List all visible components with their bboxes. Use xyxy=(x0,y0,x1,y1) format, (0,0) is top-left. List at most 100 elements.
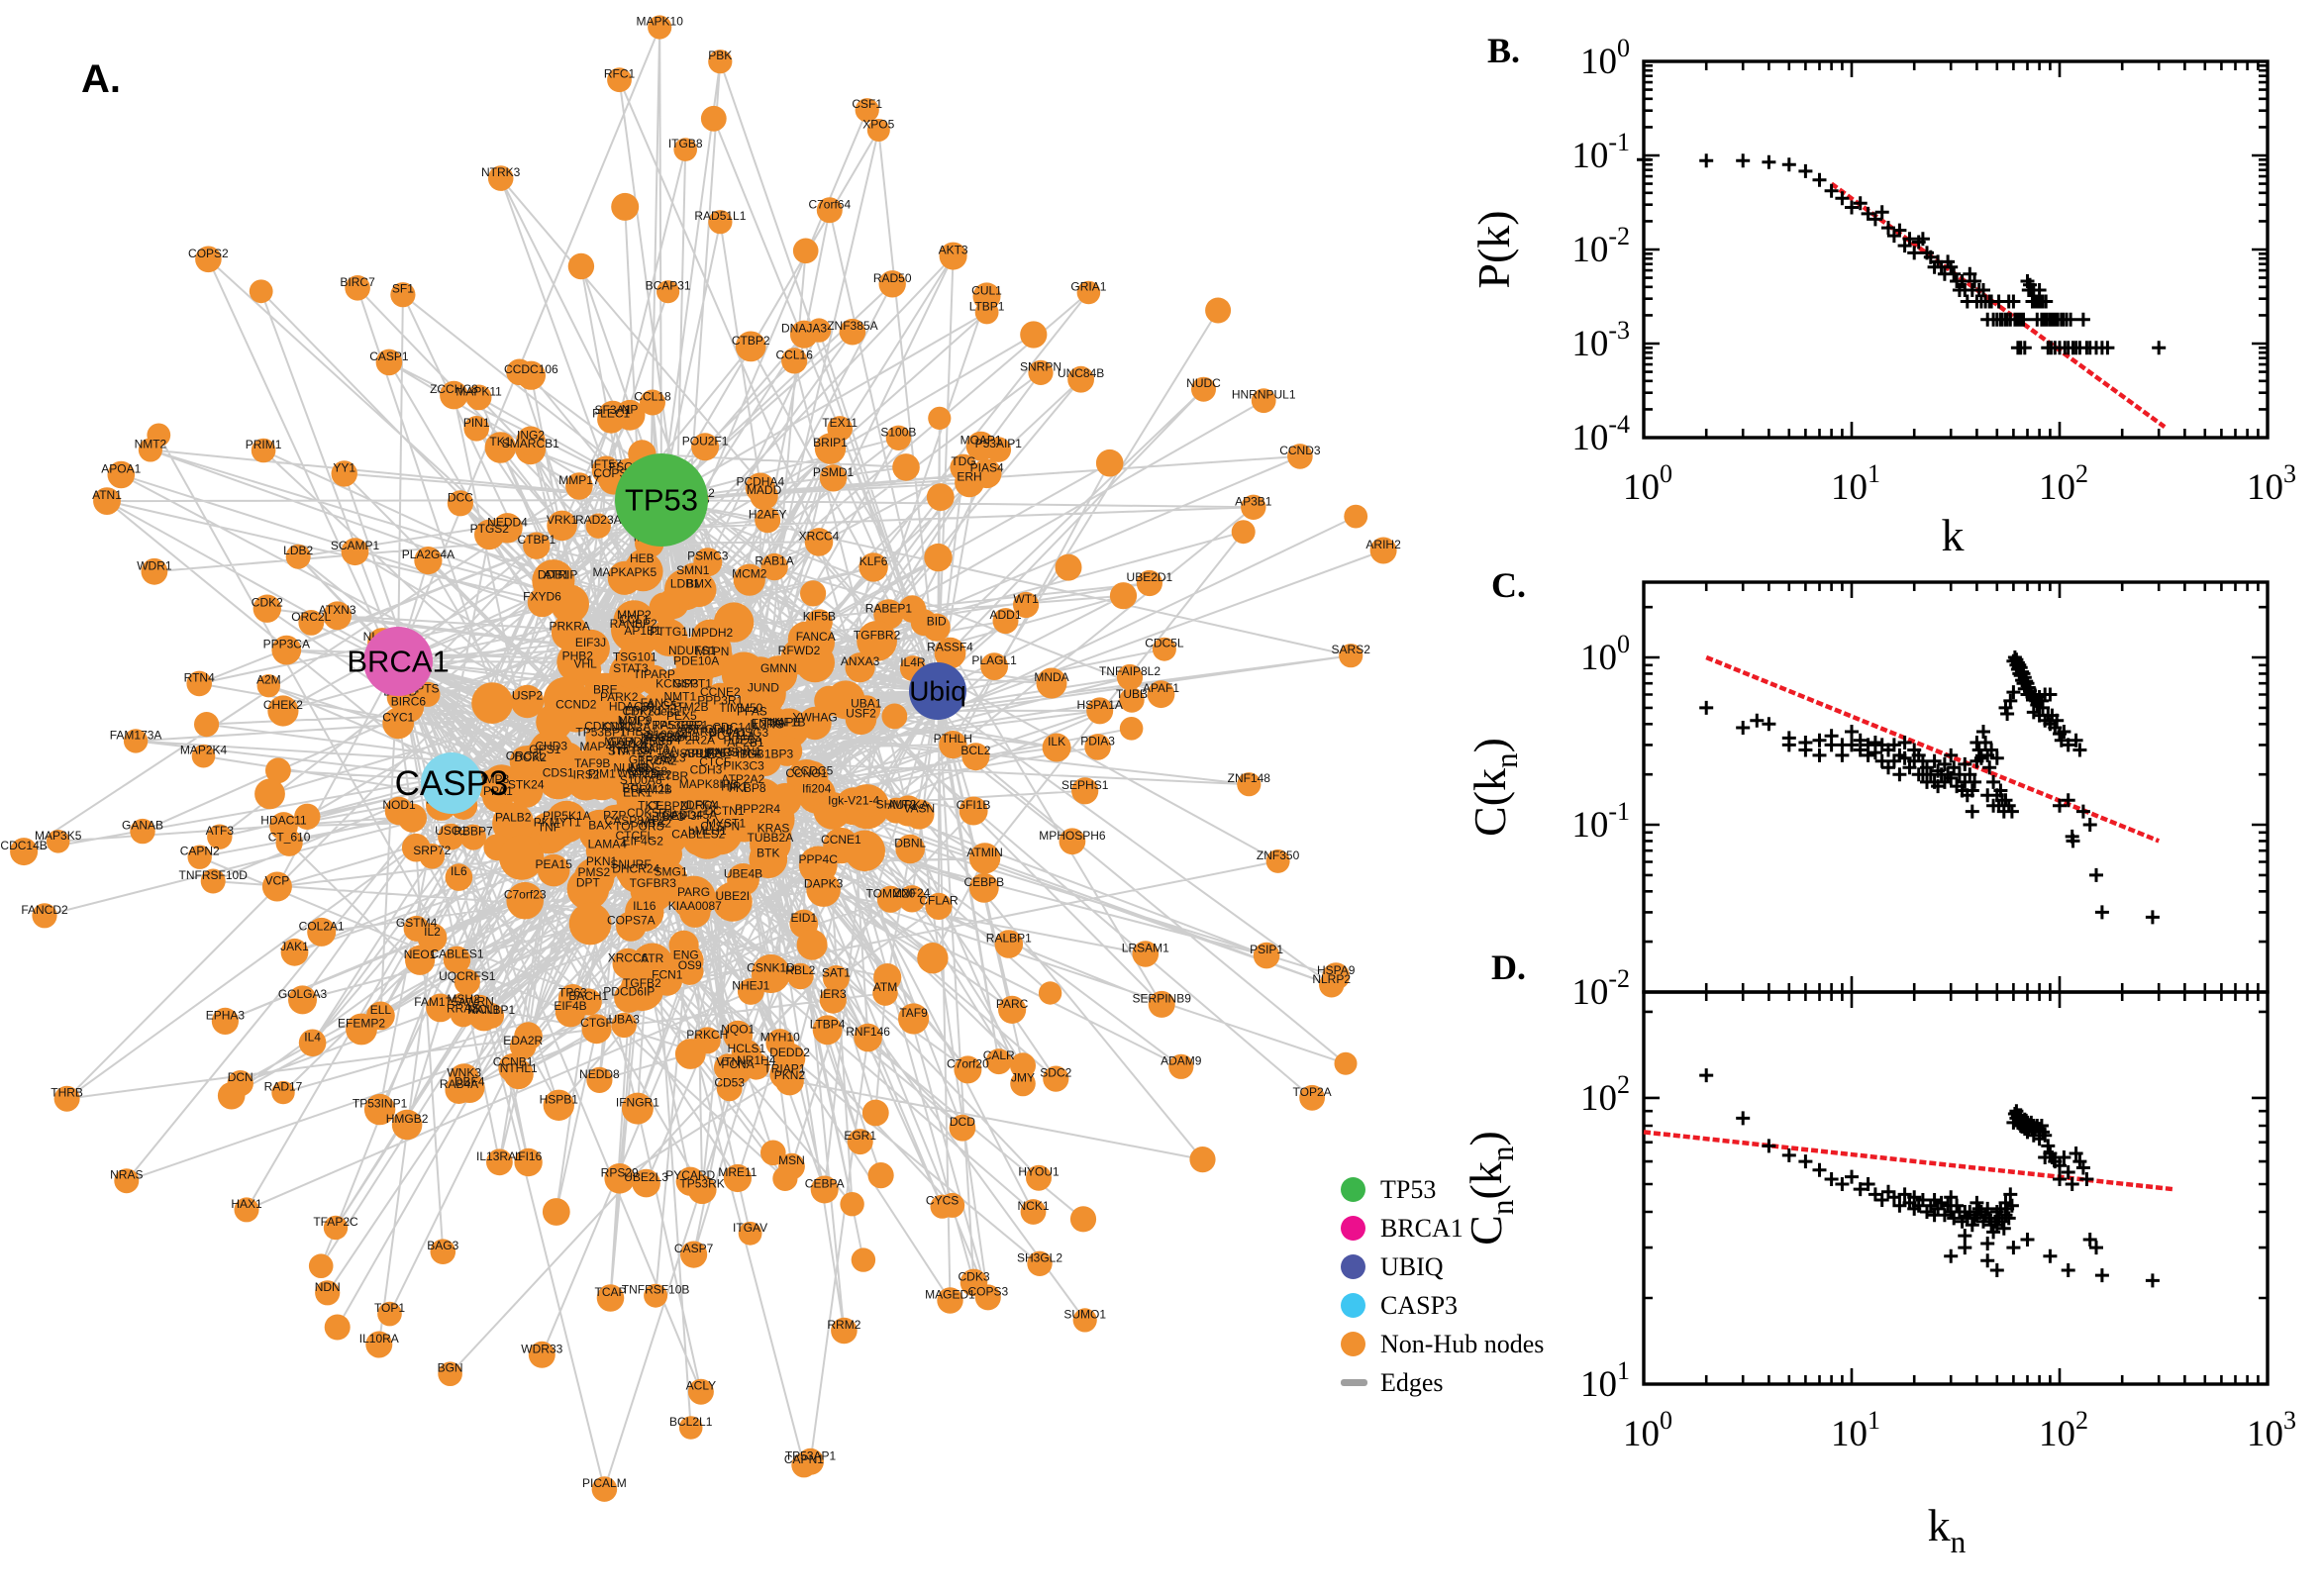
node-label: MAP4K4 xyxy=(580,740,628,753)
network-node xyxy=(772,1165,798,1191)
node-label: XRCC4 xyxy=(799,529,840,543)
network-node xyxy=(713,602,755,643)
network-node xyxy=(675,957,704,985)
node-label: PSMC3 xyxy=(687,549,729,563)
node-label: PIM1 xyxy=(588,767,616,781)
network-node xyxy=(819,986,847,1014)
plot-frame xyxy=(1642,990,2270,1386)
node-label: MT1A xyxy=(604,735,636,748)
node-label: RASGRF1 xyxy=(652,719,708,733)
node-label: XPO5 xyxy=(862,118,894,132)
network-node xyxy=(800,580,827,607)
node-label: RAB1A xyxy=(755,554,793,568)
node-label: BMX xyxy=(686,577,712,591)
network-node xyxy=(686,628,732,673)
network-node xyxy=(261,871,292,902)
node-label: NDUFS1 xyxy=(668,644,716,657)
node-label: SMN1 xyxy=(676,563,710,577)
network-node xyxy=(591,455,621,485)
network-node xyxy=(186,670,212,697)
node-label: AP3B1 xyxy=(1235,494,1272,508)
node-label: PMS2 xyxy=(578,865,611,879)
node-label: CTCF xyxy=(699,754,731,768)
network-node xyxy=(961,743,990,771)
node-label: TP53BP2 xyxy=(653,718,704,732)
node-label: CCNE1 xyxy=(821,833,861,847)
node-label: USP2 xyxy=(512,689,544,703)
node-label: WDR33 xyxy=(521,1342,562,1355)
node-label: ARIH2 xyxy=(1365,538,1401,551)
node-label: SNRPN xyxy=(1020,359,1061,373)
node-label: BCAP31 xyxy=(646,279,691,293)
node-label: TOMM20 xyxy=(866,886,916,900)
node-label: TGFBR3 xyxy=(630,876,677,890)
network-node xyxy=(812,1015,843,1046)
node-label: TSG101 xyxy=(613,650,657,664)
node-label: HDAC11 xyxy=(260,813,307,827)
legend-item-ubiq: UBIQ xyxy=(1341,1247,1544,1286)
node-label: YY1 xyxy=(333,460,355,474)
network-node xyxy=(851,1247,876,1272)
node-label: PBK xyxy=(708,49,732,62)
network-node xyxy=(1043,1065,1069,1092)
node-label: S100B xyxy=(880,425,916,439)
network-node xyxy=(1042,733,1071,762)
network-node xyxy=(644,1283,668,1308)
node-label: SMARCB1 xyxy=(502,437,559,450)
node-label: IL6 xyxy=(451,864,467,878)
node-label: TIPARP xyxy=(633,667,674,681)
node-label: NHEJ1 xyxy=(732,979,769,993)
network-node xyxy=(934,637,966,669)
axis-label: Cn​(kn​) xyxy=(1461,1131,1520,1246)
network-node xyxy=(1191,376,1216,402)
legend-label: UBIQ xyxy=(1380,1251,1444,1281)
network-node xyxy=(397,803,427,833)
network-node xyxy=(484,432,517,463)
plot-frame xyxy=(1642,59,2270,440)
network-node xyxy=(968,843,1001,874)
network-node xyxy=(1119,687,1145,713)
node-label: MTPN xyxy=(695,645,729,658)
network-node xyxy=(200,868,226,894)
data-points xyxy=(1637,152,2167,355)
network-node xyxy=(414,547,443,575)
panel-d-label: D. xyxy=(1491,948,1526,987)
node-label: NEO1 xyxy=(404,948,437,961)
node-label: ING2 xyxy=(517,428,545,442)
node-label: RASSF4 xyxy=(927,641,973,654)
network-node xyxy=(445,863,473,891)
network-node xyxy=(1038,981,1062,1005)
network-node xyxy=(401,833,431,862)
node-label: DCC xyxy=(448,490,473,504)
node-label: NDN xyxy=(315,1280,341,1294)
network-node xyxy=(904,799,935,830)
node-label: SEPHS1 xyxy=(1061,778,1109,792)
network-node xyxy=(644,763,678,798)
node-label: RPS29 xyxy=(601,1165,639,1179)
node-label: LTBP1 xyxy=(969,300,1005,314)
network-node xyxy=(706,702,749,745)
node-label: NTHL1 xyxy=(500,1061,538,1075)
node-label: Ifi204 xyxy=(802,782,832,796)
node-label: NUCB2 xyxy=(641,731,681,745)
network-node xyxy=(641,700,679,739)
node-label: PTGS2 xyxy=(470,522,510,536)
hub-node-tp53 xyxy=(615,453,708,547)
node-label: MCM2 xyxy=(732,567,767,581)
node-label: NR1H4 xyxy=(737,1053,776,1067)
node-label: COPS2 xyxy=(188,247,229,260)
network-node xyxy=(1036,667,1067,699)
tick-label: 101 xyxy=(1831,1406,1880,1454)
node-label: UBA3 xyxy=(609,1012,641,1026)
network-node xyxy=(256,674,280,698)
node-label: TOP2A xyxy=(1293,1085,1332,1099)
node-label: HSPB1 xyxy=(540,1092,579,1106)
network-node xyxy=(878,270,906,298)
node-label: AKT3 xyxy=(939,244,968,257)
node-label: HYOU1 xyxy=(1018,1165,1060,1179)
node-label: KCNIP3 xyxy=(656,677,699,691)
node-label: EIF4B xyxy=(554,999,586,1013)
network-node xyxy=(883,797,909,824)
node-label: GADD45G xyxy=(608,735,664,748)
node-label: PSMD1 xyxy=(813,465,855,479)
